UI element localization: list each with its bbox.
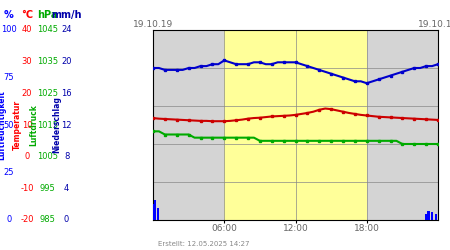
Bar — [224, 30, 367, 220]
Text: Luftfeuchtigkeit: Luftfeuchtigkeit — [0, 90, 6, 160]
Text: 0: 0 — [64, 216, 69, 224]
Bar — [154, 200, 157, 220]
Text: 1045: 1045 — [37, 26, 58, 35]
Text: Luftdruck: Luftdruck — [29, 104, 38, 146]
Text: hPa: hPa — [37, 10, 58, 20]
Text: Niederschlag: Niederschlag — [53, 96, 62, 154]
Text: 10: 10 — [22, 120, 32, 130]
Text: 0: 0 — [6, 216, 12, 224]
Text: Erstellt: 12.05.2025 14:27: Erstellt: 12.05.2025 14:27 — [158, 242, 249, 248]
Text: 25: 25 — [4, 168, 14, 177]
Text: 75: 75 — [4, 73, 14, 82]
Text: 100: 100 — [1, 26, 17, 35]
Bar — [428, 210, 430, 220]
Text: 20: 20 — [22, 89, 32, 98]
Bar — [425, 214, 427, 220]
Text: 50: 50 — [4, 120, 14, 130]
Text: 995: 995 — [40, 184, 55, 193]
Text: Temperatur: Temperatur — [13, 100, 22, 150]
Text: 12: 12 — [61, 120, 72, 130]
Text: -10: -10 — [20, 184, 34, 193]
Bar — [152, 204, 154, 220]
Bar — [157, 208, 159, 220]
Text: 985: 985 — [39, 216, 55, 224]
Text: 1025: 1025 — [37, 89, 58, 98]
Text: 24: 24 — [61, 26, 72, 35]
Text: 1005: 1005 — [37, 152, 58, 161]
Text: -20: -20 — [20, 216, 34, 224]
Bar — [435, 214, 436, 220]
Text: 20: 20 — [61, 57, 72, 66]
Bar — [431, 212, 433, 220]
Text: 40: 40 — [22, 26, 32, 35]
Text: mm/h: mm/h — [51, 10, 82, 20]
Text: 16: 16 — [61, 89, 72, 98]
Text: 30: 30 — [22, 57, 32, 66]
Text: %: % — [4, 10, 14, 20]
Text: 1035: 1035 — [37, 57, 58, 66]
Text: 4: 4 — [64, 184, 69, 193]
Text: 8: 8 — [64, 152, 69, 161]
Text: °C: °C — [21, 10, 33, 20]
Text: 1015: 1015 — [37, 120, 58, 130]
Text: 0: 0 — [24, 152, 30, 161]
